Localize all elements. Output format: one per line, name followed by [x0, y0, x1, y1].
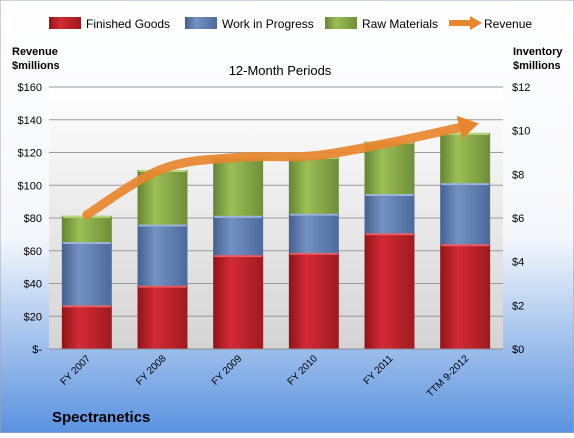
legend-swatch-raw-materials: [325, 17, 357, 29]
left-tick-label: $-: [32, 344, 42, 356]
left-tick-label: $100: [18, 180, 42, 192]
left-tick-label: $20: [24, 311, 42, 323]
bar-segment-work-in-progress: [440, 183, 490, 244]
bar-segment-finished-goods: [62, 305, 112, 349]
left-tick-label: $120: [18, 148, 42, 160]
bar-segment-work-in-progress: [138, 225, 188, 286]
bar-segment-work-in-progress: [365, 194, 415, 233]
left-tick-label: $60: [24, 246, 42, 258]
right-tick-label: $6: [512, 213, 524, 225]
bar-segment-raw-materials: [213, 157, 263, 216]
left-tick-label: $80: [24, 213, 42, 225]
bar-segment-finished-goods: [138, 286, 188, 349]
bar-segment-raw-materials: [289, 157, 339, 214]
legend-label-work-in-progress: Work in Progress: [222, 17, 314, 31]
right-tick-label: $0: [512, 344, 524, 356]
bar-segment-finished-goods: [213, 255, 263, 349]
bar-segment-work-in-progress: [62, 242, 112, 305]
right-tick-label: $2: [512, 300, 524, 312]
right-tick-label: $8: [512, 169, 524, 181]
right-tick-label: $4: [512, 257, 524, 269]
chart-title: 12-Month Periods: [229, 63, 332, 78]
legend-label-revenue: Revenue: [484, 17, 532, 31]
left-tick-label: $140: [18, 115, 42, 127]
right-tick-label: $10: [512, 126, 530, 138]
right-axis-title-line2: $millions: [513, 60, 561, 72]
left-tick-label: $40: [24, 279, 42, 291]
bar-segment-finished-goods: [365, 233, 415, 349]
left-tick-label: $160: [18, 82, 42, 94]
bar-segment-raw-materials: [440, 133, 490, 183]
legend-label-finished-goods: Finished Goods: [86, 17, 170, 31]
right-tick-label: $12: [512, 82, 530, 94]
left-axis-title-line2: $millions: [12, 60, 60, 72]
bar-segment-work-in-progress: [289, 214, 339, 253]
bar-segment-raw-materials: [62, 216, 112, 242]
bar-segment-finished-goods: [289, 253, 339, 349]
legend-label-raw-materials: Raw Materials: [362, 17, 438, 31]
legend-swatch-work-in-progress: [185, 17, 217, 29]
bar-segment-work-in-progress: [213, 216, 263, 255]
company-name: Spectranetics: [52, 409, 150, 426]
left-axis-title-line1: Revenue: [12, 46, 58, 58]
bar-segment-finished-goods: [440, 244, 490, 349]
right-axis-title-line1: Inventory: [513, 46, 563, 58]
legend-swatch-finished-goods: [49, 17, 81, 29]
